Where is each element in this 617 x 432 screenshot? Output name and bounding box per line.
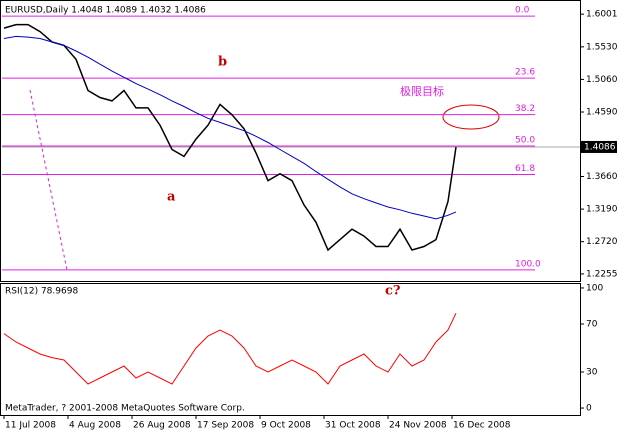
copyright: MetaTrader, ? 2001-2008 MetaQuotes Softw… <box>5 404 245 414</box>
rsi-panel <box>0 283 581 416</box>
wave-label: b <box>218 55 227 70</box>
series-line <box>3 35 457 220</box>
y-tick-label: 1.6001 <box>586 10 617 20</box>
y-tick-label: 100 <box>586 283 603 293</box>
fib-label: 100.0 <box>515 259 541 269</box>
current-price-label: 1.4086 <box>584 142 616 152</box>
target-ellipse <box>442 104 500 130</box>
x-tick-label: 31 Oct 2008 <box>325 421 381 431</box>
price-panel <box>0 0 581 282</box>
wave-label: c? <box>385 284 401 299</box>
series-line <box>3 312 457 385</box>
x-tick-label: 9 Oct 2008 <box>261 421 311 431</box>
y-tick-label: 0 <box>586 404 592 414</box>
y-tick-label: 1.2720 <box>586 237 617 247</box>
wave-label: a <box>167 190 176 205</box>
y-tick-label: 1.3660 <box>586 172 617 182</box>
fib-label: 23.6 <box>515 68 535 78</box>
y-tick-label: 70 <box>586 319 598 329</box>
y-tick-label: 1.5530 <box>586 42 617 52</box>
y-tick-label: 1.4590 <box>586 108 617 118</box>
x-tick-label: 17 Sep 2008 <box>197 421 254 431</box>
current-price-box <box>581 140 617 153</box>
x-tick-label: 4 Aug 2008 <box>69 421 121 431</box>
y-tick-label: 1.3190 <box>586 205 617 215</box>
trend-line <box>29 89 68 271</box>
x-tick-label: 24 Nov 2008 <box>389 421 447 431</box>
fib-label: 50.0 <box>515 136 535 146</box>
x-tick-label: 11 Jul 2008 <box>5 421 56 431</box>
x-tick-label: 16 Dec 2008 <box>453 421 511 431</box>
chart-title: EURUSD,Daily 1.4048 1.4089 1.4032 1.4086 <box>5 6 206 16</box>
fib-label: 61.8 <box>515 164 535 174</box>
y-tick-label: 1.5060 <box>586 75 617 85</box>
target-note: 极限目标 <box>400 84 444 98</box>
fib-label: 0.0 <box>515 6 530 16</box>
x-tick-label: 26 Aug 2008 <box>133 421 191 431</box>
y-tick-label: 30 <box>586 368 598 378</box>
fib-label: 38.2 <box>515 104 535 114</box>
rsi-title: RSI(12) 78.9698 <box>5 287 78 297</box>
series-line <box>3 23 457 252</box>
y-tick-label: 1.2255 <box>586 269 617 279</box>
